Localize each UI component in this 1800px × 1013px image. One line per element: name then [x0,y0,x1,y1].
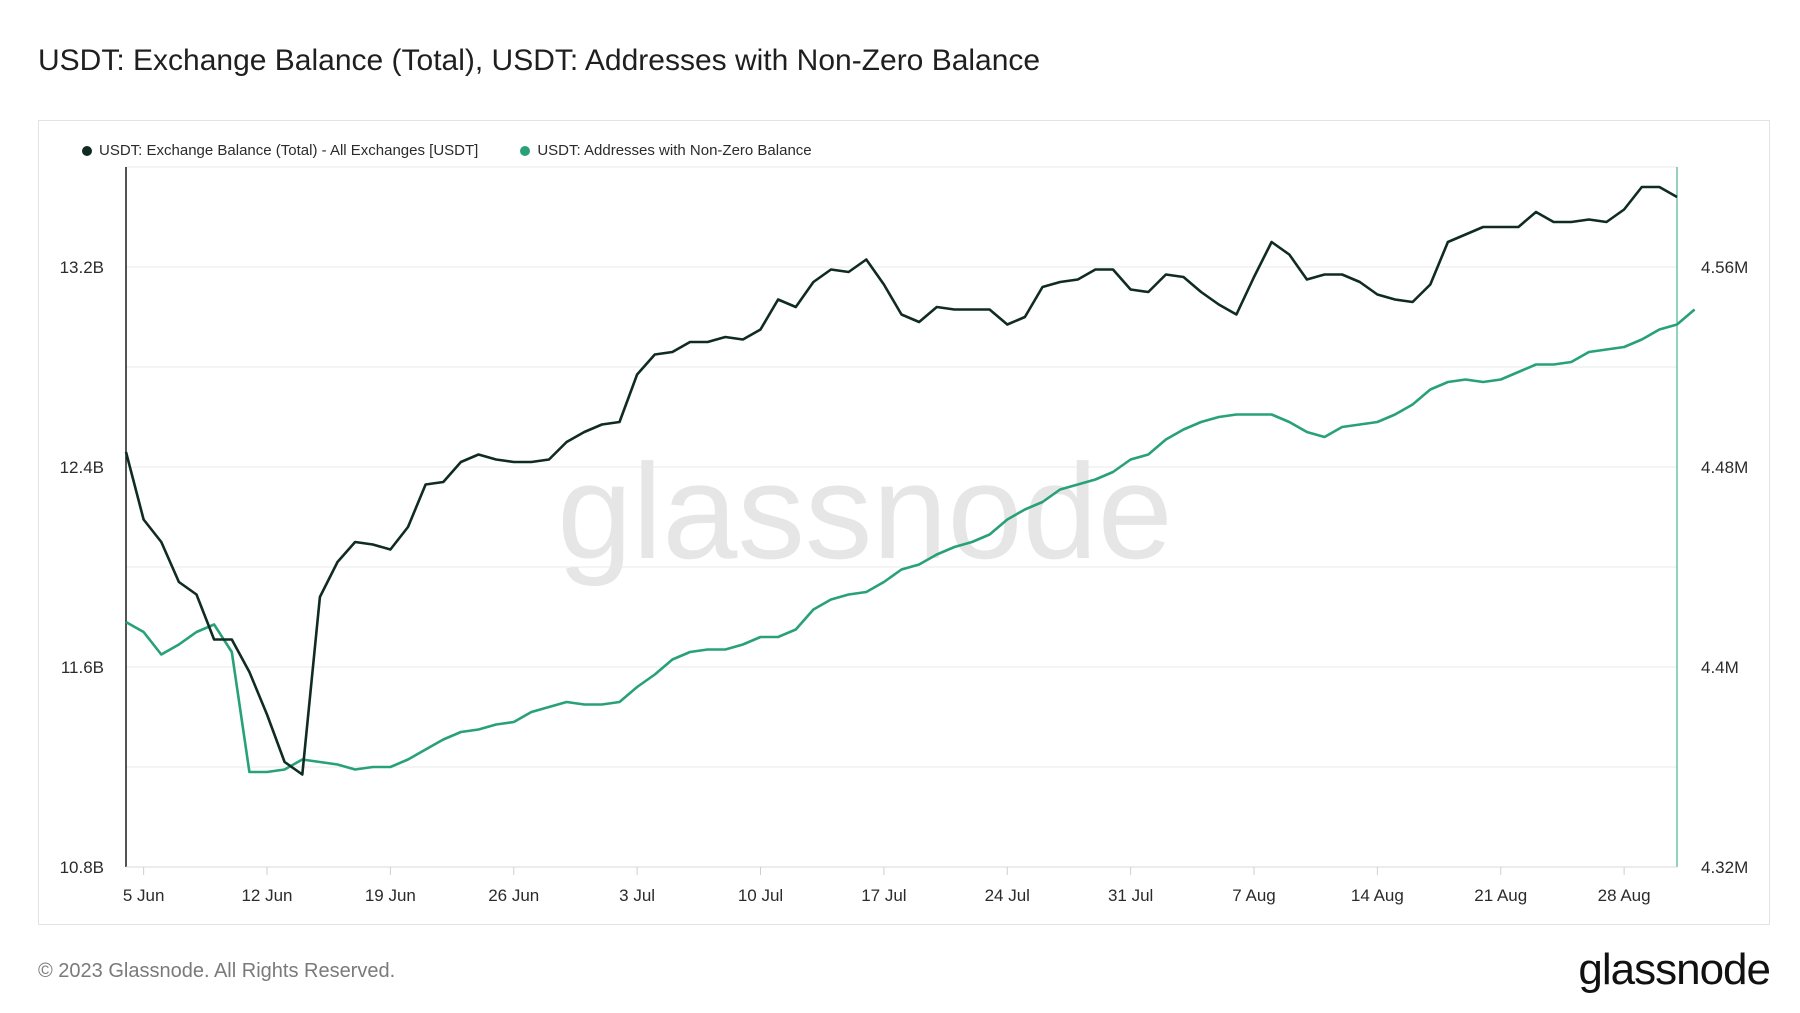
legend-item-addresses[interactable]: USDT: Addresses with Non-Zero Balance [520,142,812,159]
series-line-balance [124,185,1678,776]
legend-item-balance[interactable]: USDT: Exchange Balance (Total) - All Exc… [82,142,478,159]
x-tick-label: 10 Jul [738,886,783,905]
y-left-tick-label: 11.6B [61,658,104,677]
legend-label-addresses: USDT: Addresses with Non-Zero Balance [537,142,812,159]
legend: USDT: Exchange Balance (Total) - All Exc… [82,142,812,159]
axes: 10.8B 11.6B 12.4B 13.2B 4.32M 4.4M 4.48M 4.56M 5… [60,167,1748,905]
x-tick-label: 21 Aug [1474,886,1527,905]
legend-dot-addresses [520,145,531,156]
grid [126,166,1677,768]
y-left-tick-label: 10.8B [60,858,104,877]
watermark: glassnode [557,436,1172,587]
x-tick-label: 12 Jun [241,886,292,905]
x-tick-label: 17 Jul [861,886,906,905]
legend-dot-balance [82,145,92,156]
legend-label-balance: USDT: Exchange Balance (Total) - All Exc… [99,142,479,159]
y-right-tick-label: 4.48M [1701,458,1748,477]
x-tick-label: 24 Jul [985,886,1030,905]
series-lines [124,185,1696,776]
x-tick-label: 31 Jul [1108,886,1153,905]
x-tick-label: 5 Jun [123,886,165,905]
series-line-addresses [125,308,1696,774]
y-right-tick-label: 4.4M [1701,658,1739,677]
y-left-tick-label: 12.4B [60,458,104,477]
y-right-tick-label: 4.56M [1701,258,1748,277]
chart-frame [38,120,1770,925]
x-tick-label: 7 Aug [1232,886,1276,905]
x-tick-label: 3 Jul [619,886,655,905]
chart-title: USDT: Exchange Balance (Total), USDT: Ad… [38,44,1041,77]
x-tick-label: 28 Aug [1598,886,1651,905]
x-tick-label: 14 Aug [1351,886,1404,905]
y-left-tick-label: 13.2B [60,258,104,277]
y-right-tick-label: 4.32M [1701,858,1748,877]
x-tick-label: 19 Jun [365,886,416,905]
x-tick-label: 26 Jun [488,886,539,905]
copyright-footer: © 2023 Glassnode. All Rights Reserved. [38,960,396,982]
brand-logo[interactable]: glassnode [1578,945,1771,994]
